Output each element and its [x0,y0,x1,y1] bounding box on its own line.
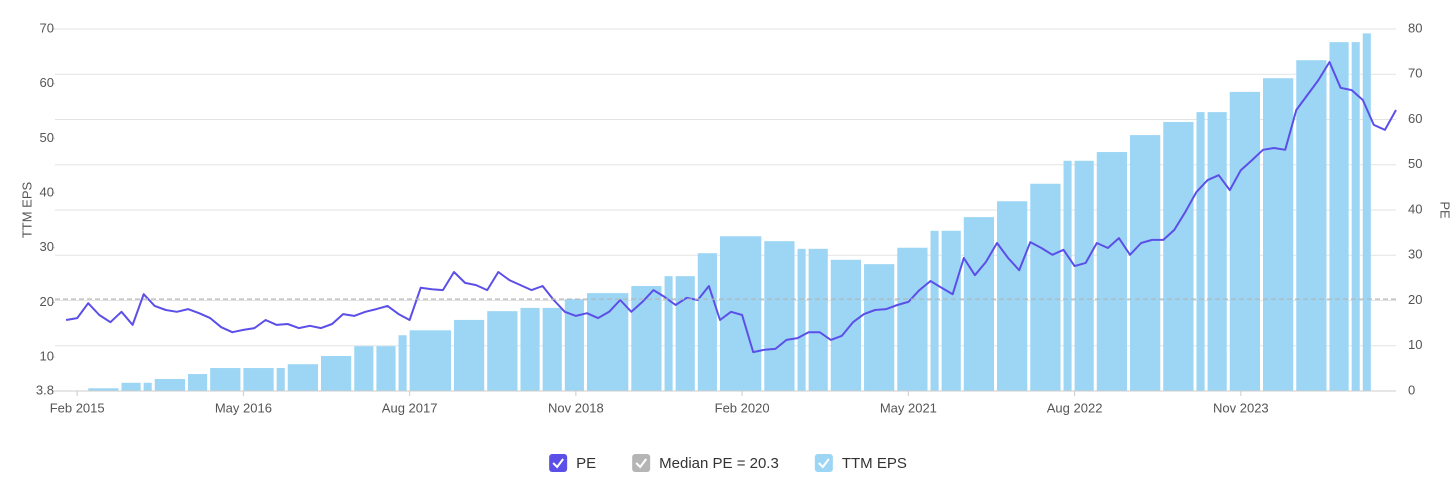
y-tick-label: 50 [40,130,54,145]
y-tick-label: 3.8 [36,382,54,397]
bar [243,368,274,391]
bar [564,299,584,391]
y-tick-label: 70 [40,20,54,35]
legend: PE Median PE = 20.3 TTM EPS [549,454,907,472]
bar [930,230,939,391]
bar [864,264,895,391]
y-tick-label: 60 [40,75,54,90]
x-tick-label: May 2016 [215,400,272,415]
legend-checkbox [549,454,568,472]
y2-tick-label: 60 [1408,111,1422,126]
bar [1329,42,1349,391]
bar [997,201,1028,391]
bar [154,378,185,391]
bar [354,346,374,391]
lines [55,61,1397,354]
bar [1074,160,1094,391]
bar [1096,152,1128,391]
bar [1196,112,1205,391]
bar [1296,60,1327,391]
y2-tick-label: 50 [1408,156,1422,171]
bar [320,356,352,391]
legend-item[interactable]: Median PE = 20.3 [632,454,779,472]
legend-label: TTM EPS [842,455,907,472]
bar [453,319,485,391]
legend-checkbox [814,454,833,472]
x-tick-label: Feb 2015 [50,400,105,415]
bar [764,241,795,391]
y2-tick-label: 30 [1408,247,1422,262]
bar [697,253,717,391]
legend-label: Median PE = 20.3 [659,455,779,472]
x-tick-label: Aug 2022 [1047,400,1103,415]
bar [631,286,662,391]
legend-item[interactable]: TTM EPS [814,454,907,472]
bar [897,247,928,391]
legend-check [818,458,830,469]
bar [487,311,518,391]
y2-tick-label: 10 [1408,337,1422,352]
bar [1229,91,1261,391]
y2-tick-label: 70 [1408,66,1422,81]
bar [520,307,540,391]
bar [941,230,961,391]
bar [121,382,141,391]
bar [287,364,318,391]
y2-tick-label: 0 [1408,382,1415,397]
legend-label: PE [576,455,596,472]
legend-check [552,458,564,469]
bar [1263,78,1294,391]
axes: 0 10 20 30 40 50 60 70 80 3.8 10 20 30 40 50 60 70 Feb 20… [36,20,1423,415]
bars [88,33,1371,391]
legend-item[interactable]: PE [549,454,596,472]
bar [143,382,152,391]
x-tick-label: Nov 2018 [548,400,604,415]
y-tick-label: 40 [40,184,54,199]
legend-check [635,458,647,469]
bar [542,307,562,391]
bar [1063,160,1072,391]
x-tick-label: Aug 2017 [382,400,438,415]
y-tick-label: 20 [40,294,54,309]
pe-line [65,61,1397,354]
y-axis-title: TTM EPS [19,182,34,239]
grid [55,28,1396,392]
bar [376,346,396,391]
bar [398,335,407,391]
y-tick-label: 30 [40,239,54,254]
x-tick-label: May 2021 [880,400,937,415]
bar [1207,112,1227,391]
bar [276,368,285,391]
legend-checkbox [632,454,651,472]
bar [409,330,451,391]
y-tick-label: 10 [40,349,54,364]
bar [963,217,995,391]
bar [210,368,241,391]
bar [1130,135,1161,391]
bar [830,259,862,391]
bar [1362,33,1371,391]
y2-axis-title: PE [1438,201,1453,219]
bar [1030,183,1061,391]
y2-tick-label: 80 [1408,20,1422,35]
bar [675,276,695,391]
bar [808,248,828,391]
y2-tick-label: 40 [1408,201,1422,216]
bar [88,388,119,391]
bar [664,276,673,391]
y2-tick-label: 20 [1408,292,1422,307]
bar [187,374,208,391]
x-tick-label: Nov 2023 [1213,400,1269,415]
bar [1351,42,1360,391]
x-tick-label: Feb 2020 [715,400,770,415]
bar [1163,121,1194,391]
bar [586,293,629,391]
bar [797,248,806,391]
